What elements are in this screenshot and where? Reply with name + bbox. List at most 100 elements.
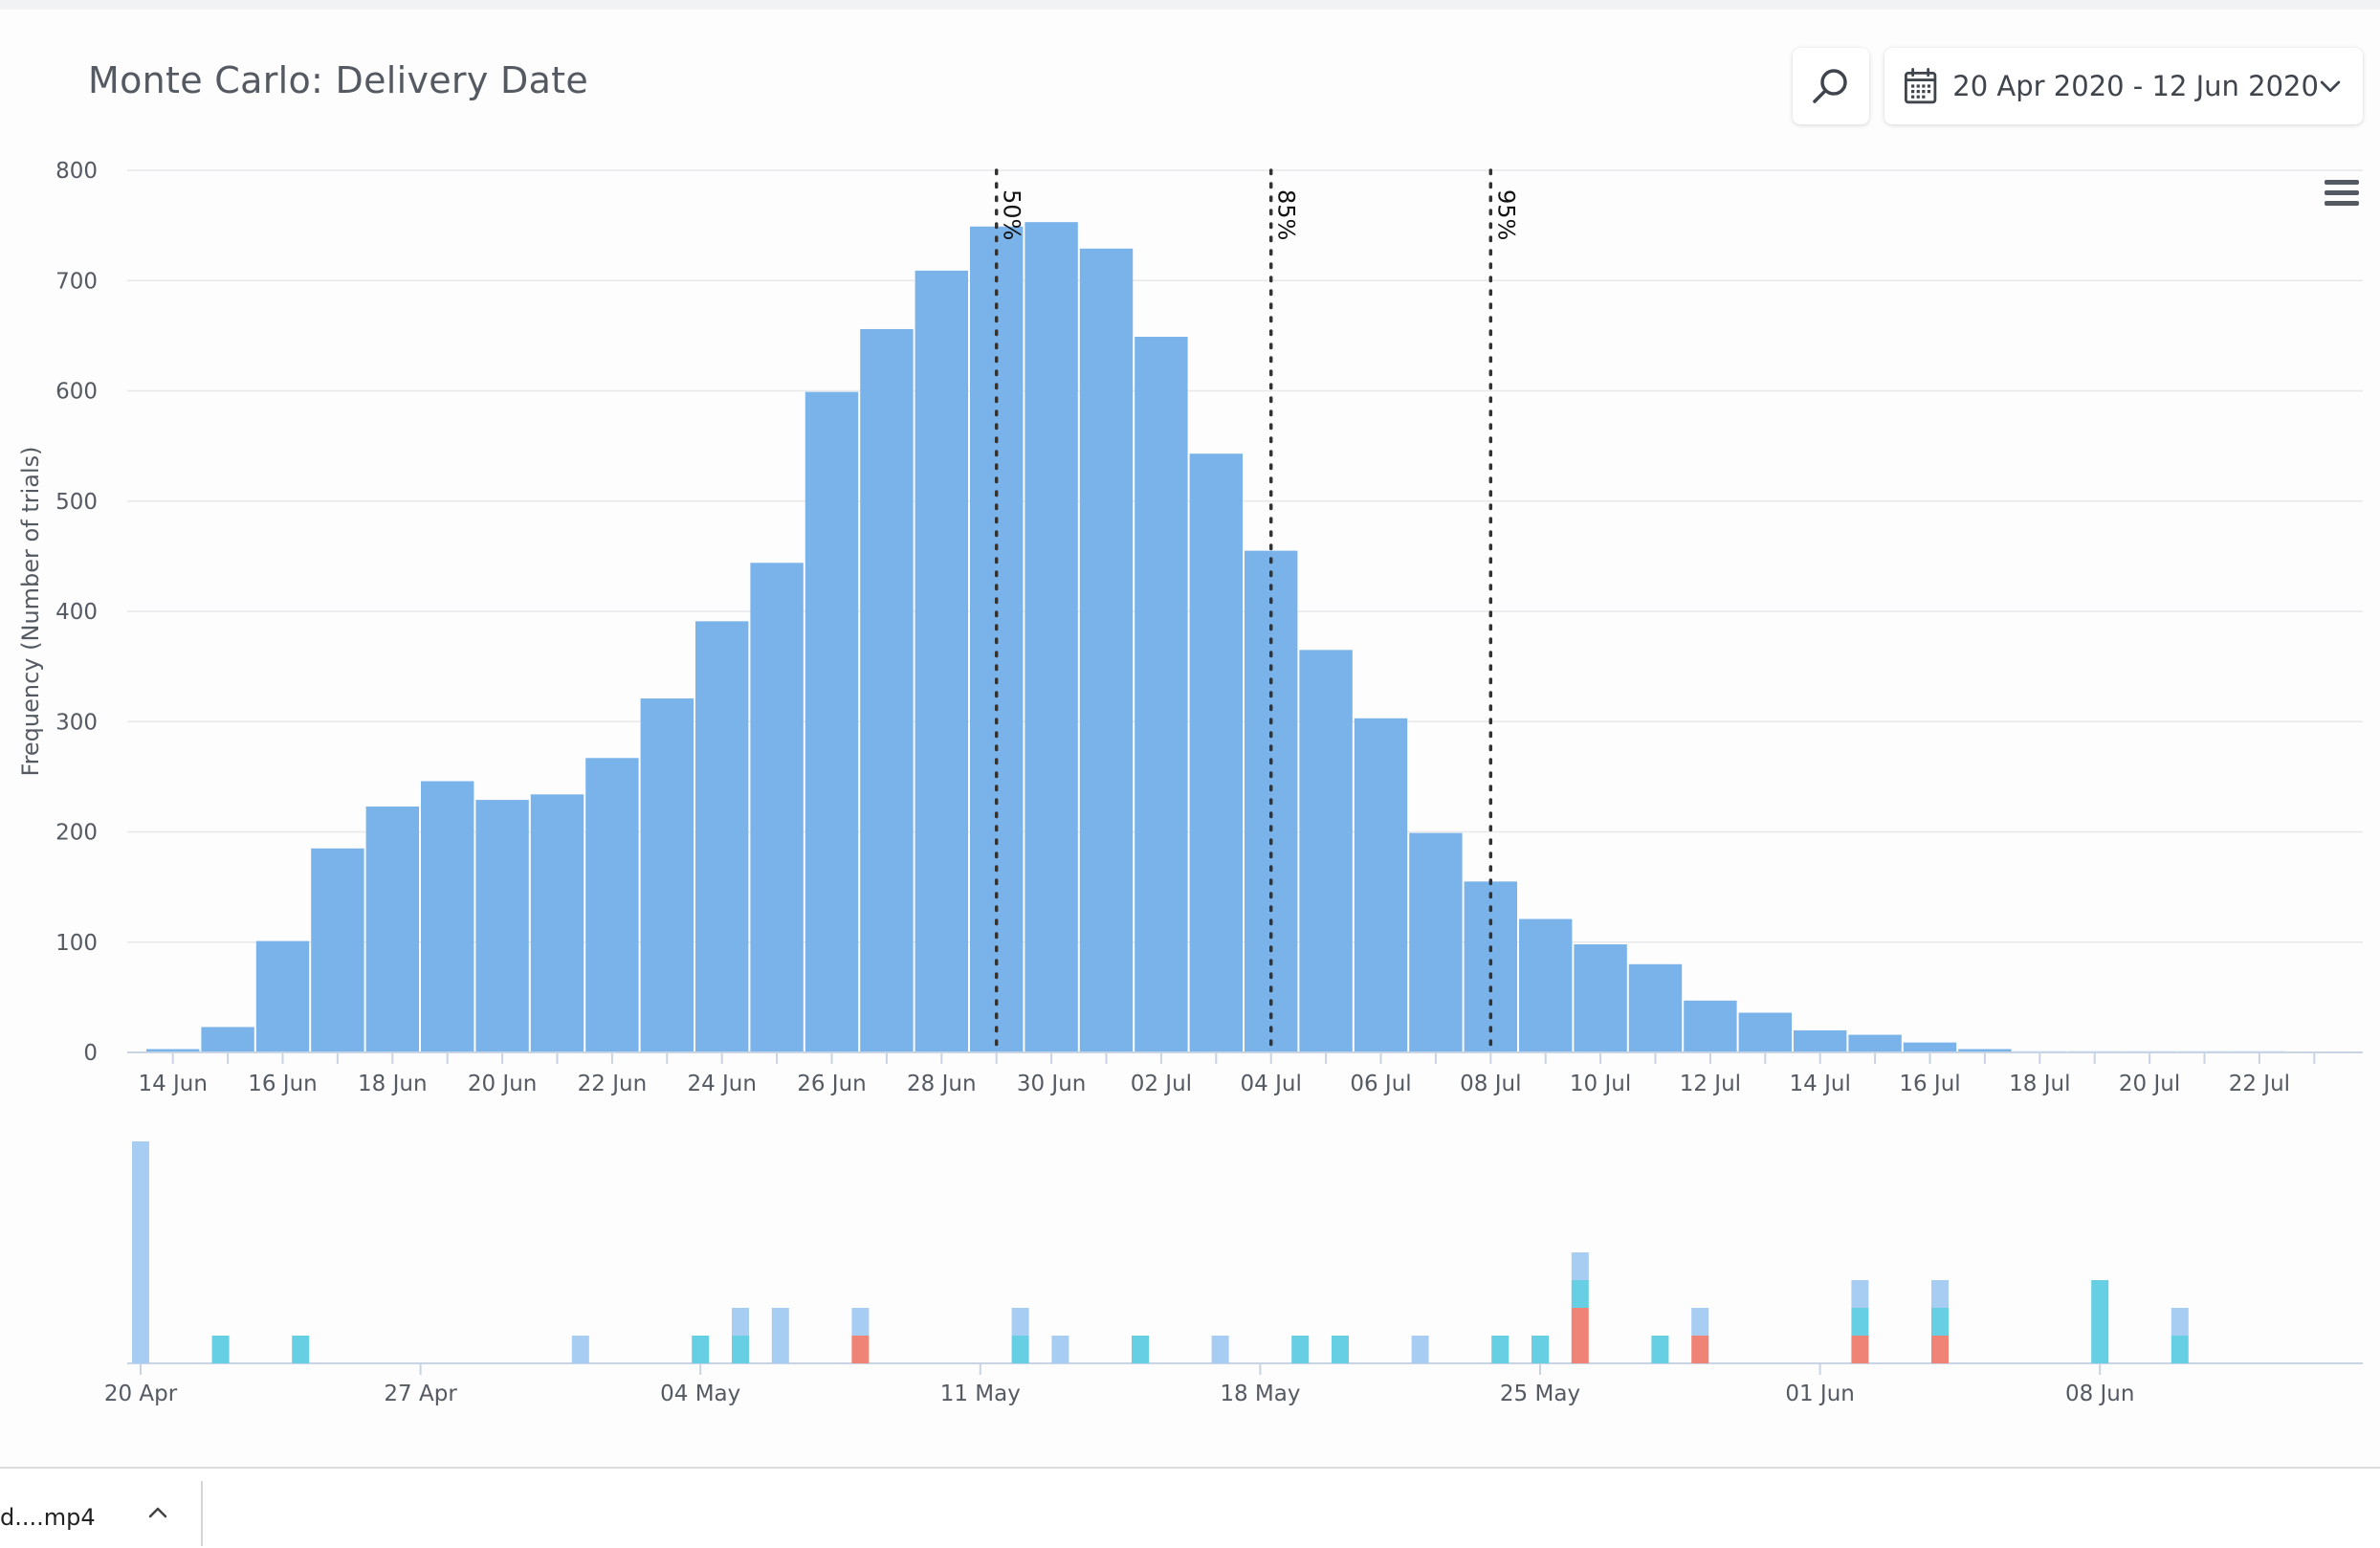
navigator-bar-segment: [1411, 1336, 1429, 1363]
histogram-bar: [530, 794, 584, 1052]
histogram-bar: [255, 940, 310, 1052]
histogram-bar: [1354, 718, 1408, 1052]
navigator-bar-segment: [1532, 1336, 1549, 1363]
percentile-label: 85%: [1273, 189, 1300, 240]
y-axis: 0 100 200 300 400 500 600 700 800: [55, 159, 98, 1066]
navigator-bar-segment: [292, 1336, 310, 1363]
x-tick-label: 18 Jun: [358, 1072, 428, 1096]
y-tick-label: 0: [83, 1041, 98, 1066]
navigator-bar-segment: [851, 1308, 870, 1336]
navigator-bar-segment: [1931, 1308, 1949, 1336]
y-tick-label: 100: [55, 931, 98, 956]
x-tick-label: 14 Jun: [138, 1072, 208, 1096]
x-tick-label: 30 Jun: [1017, 1072, 1087, 1096]
histogram-bar: [146, 1049, 200, 1052]
histogram-bar: [1299, 650, 1353, 1052]
histogram-bar: [365, 806, 419, 1052]
navigator-bar-segment: [1691, 1336, 1709, 1363]
y-tick-label: 600: [55, 380, 98, 405]
histogram-bar: [585, 758, 639, 1052]
histogram-bar: [915, 270, 968, 1052]
navigator-bar-segment: [1651, 1336, 1669, 1363]
x-tick-label: 26 Jun: [797, 1072, 867, 1096]
navigator-bar-segment: [1931, 1336, 1949, 1363]
delivery-date-chart: 14 Jun 16 Jun 18 Jun 20 Jun 22 Jun 24 Jun 26 J…: [17, 159, 2363, 1406]
search-button[interactable]: [1793, 48, 1869, 124]
navigator-tick-label: 18 May: [1220, 1382, 1300, 1406]
y-tick-label: 800: [55, 159, 98, 184]
histogram-bar: [1794, 1029, 1847, 1052]
y-tick-label: 700: [55, 269, 98, 294]
search-icon: [1813, 69, 1847, 103]
x-tick-label: 18 Jul: [2009, 1072, 2070, 1096]
navigator-bar-segment: [2171, 1308, 2189, 1336]
histogram-bar: [421, 781, 474, 1052]
hamburger-menu-icon[interactable]: [2325, 180, 2359, 207]
navigator-bar-segment: [1691, 1308, 1709, 1336]
navigator-bar-segment: [1851, 1336, 1869, 1363]
histogram-bar: [804, 391, 859, 1053]
x-axis: 14 Jun 16 Jun 18 Jun 20 Jun 22 Jun 24 Jun 26 J…: [127, 1051, 2363, 1096]
date-range-label: 20 Apr 2020 - 12 Jun 2020: [1952, 70, 2319, 102]
histogram-bar: [201, 1027, 254, 1052]
x-tick-label: 28 Jun: [907, 1072, 977, 1096]
x-tick-label: 22 Jul: [2229, 1072, 2290, 1096]
navigator-tick-label: 27 Apr: [384, 1382, 457, 1406]
histogram-bar: [1958, 1049, 2012, 1052]
navigator-bar-segment: [851, 1336, 870, 1363]
y-tick-label: 400: [55, 600, 98, 625]
x-tick-label: 12 Jul: [1680, 1072, 1741, 1096]
navigator-bar-segment: [1132, 1336, 1149, 1363]
navigator-tick-label: 20 Apr: [104, 1382, 178, 1406]
x-tick-label: 20 Jul: [2119, 1072, 2180, 1096]
x-tick-label: 14 Jul: [1790, 1072, 1851, 1096]
navigator-bar-segment: [2171, 1336, 2189, 1363]
navigator-bar-segment: [1571, 1308, 1589, 1363]
histogram-bar: [750, 563, 804, 1052]
navigator-bar-segment: [571, 1336, 589, 1363]
chevron-up-icon[interactable]: [145, 1500, 170, 1525]
histogram-bar: [475, 800, 529, 1052]
navigator-bar-segment: [1051, 1336, 1069, 1363]
top-strip: [0, 0, 2380, 10]
x-tick-label: 02 Jul: [1131, 1072, 1192, 1096]
histogram-bar: [695, 621, 749, 1052]
navigator-bar-segment: [732, 1308, 749, 1336]
navigator-tick-label: 11 May: [940, 1382, 1021, 1406]
navigator-bar-segment: [1571, 1252, 1589, 1280]
x-tick-label: 16 Jun: [248, 1072, 318, 1096]
histogram-bar: [1628, 963, 1683, 1052]
histogram-bar: [1025, 222, 1078, 1053]
navigator-bar-segment: [1931, 1280, 1949, 1308]
navigator-bar-segment: [1851, 1308, 1869, 1336]
navigator-bar-segment: [732, 1336, 749, 1363]
date-range-picker[interactable]: 20 Apr 2020 - 12 Jun 2020: [1884, 48, 2363, 124]
navigator-bar-segment: [1851, 1280, 1869, 1308]
percentile-label: 50%: [999, 189, 1025, 240]
histogram-bar: [1684, 1000, 1737, 1052]
navigator-bar-segment: [132, 1141, 149, 1363]
x-tick-label: 06 Jul: [1350, 1072, 1411, 1096]
navigator[interactable]: 20 Apr 27 Apr 04 May 11 May 18 May 25 May 01 J…: [104, 1141, 2363, 1406]
histogram-bar: [311, 848, 364, 1052]
histogram-bar: [1848, 1034, 1902, 1052]
calendar-icon: [1905, 67, 1937, 104]
x-tick-label: 20 Jun: [468, 1072, 538, 1096]
percentile-label: 95%: [1492, 189, 1519, 240]
histogram-bar: [1574, 944, 1627, 1052]
navigator-bar-segment: [2091, 1280, 2109, 1363]
x-tick-label: 04 Jul: [1241, 1072, 1302, 1096]
x-tick-label: 10 Jul: [1570, 1072, 1631, 1096]
navigator-bar-segment: [1571, 1280, 1589, 1308]
x-tick-label: 22 Jun: [578, 1072, 648, 1096]
navigator-bar-segment: [1291, 1336, 1310, 1363]
navigator-bar-segment: [1332, 1336, 1349, 1363]
histogram-bar: [1903, 1042, 1957, 1052]
y-tick-label: 300: [55, 710, 98, 735]
navigator-tick-label: 04 May: [660, 1382, 740, 1406]
navigator-bar-segment: [1011, 1308, 1029, 1336]
histogram-bars: [146, 222, 2286, 1053]
download-filename[interactable]: d....mp4: [0, 1504, 96, 1531]
y-tick-label: 500: [55, 490, 98, 515]
histogram-bar: [1189, 453, 1243, 1052]
